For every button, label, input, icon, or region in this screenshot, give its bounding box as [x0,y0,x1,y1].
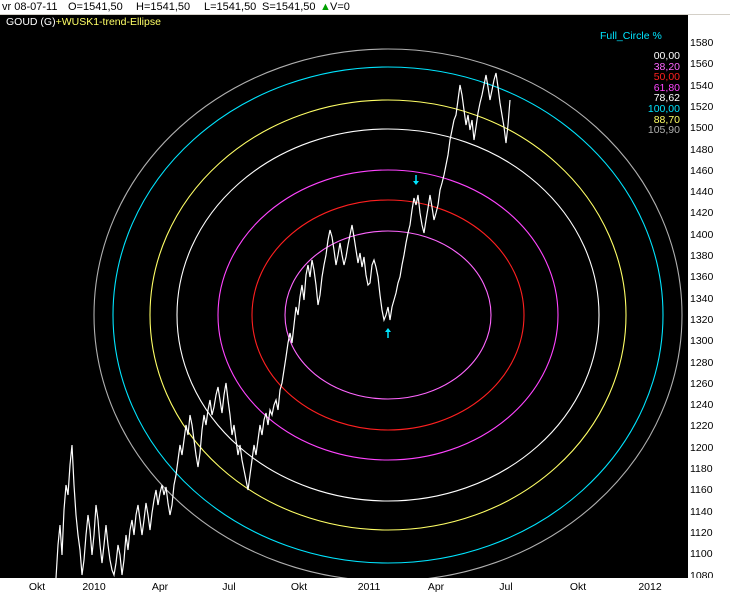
quote-bar: vr 08-07-11 O=1541,50 H=1541,50 L=1541,5… [0,0,730,14]
quote-open: O=1541,50 [68,1,123,13]
y-tick-label: 1520 [683,100,714,113]
y-tick-label: 1200 [683,441,714,454]
chart-title: GOUD (G)+WUSK1-trend-Ellipse [6,16,161,28]
ring-legend: Full_Circle % 00,00 38,20 50,00 61,80 78,62 1… [600,30,680,136]
quote-date: vr 08-07-11 [2,1,58,13]
time-axis[interactable]: Okt 2010 Apr Jul Okt 2011 Apr Jul Okt 2012 [0,578,730,598]
quote-low: L=1541,50 [204,1,257,13]
legend-item: 105,90 [647,124,680,137]
legend-item: 78,62 [653,92,680,105]
quote-close: S=1541,50 [262,1,316,13]
x-tick-label: Okt [569,581,587,593]
price-axis[interactable]: 1580 1560 1540 1520 1500 1480 1460 1440 1420 1400… [683,15,730,582]
x-tick-label: Okt [290,581,308,593]
price-chart[interactable] [0,15,688,578]
y-tick-label: 1540 [683,79,714,92]
x-tick-label: 2010 [82,581,106,593]
y-tick-label: 1100 [684,548,713,561]
ring-88-70 [149,99,627,531]
y-tick-label: 1400 [683,228,714,241]
y-tick-label: 1160 [684,484,713,497]
legend-item: 61,80 [653,81,680,94]
legend-title: Full_Circle % [600,30,662,42]
ring-50-00 [251,199,525,431]
quote-high: H=1541,50 [136,1,191,13]
ring-78-62 [176,128,600,502]
x-tick-label: 2012 [638,581,662,593]
chart-area[interactable]: GOUD (G)+WUSK1-trend-Ellipse Full_Circle… [0,15,688,578]
instrument-name: GOUD (G) [6,16,56,28]
ring-100-00 [112,66,664,564]
up-triangle-icon: ▲ [320,1,331,13]
y-tick-label: 1580 [683,37,714,49]
y-tick-label: 1220 [683,420,714,433]
y-tick-label: 1420 [683,207,714,220]
y-tick-label: 1360 [683,271,714,284]
legend-item: 00,00 [653,50,680,62]
x-tick-label: Apr [151,581,169,593]
y-tick-label: 1140 [684,505,713,518]
legend-item: 50,00 [653,71,680,84]
legend-item: 88,70 [653,113,680,126]
y-tick-label: 1320 [683,313,714,326]
legend-item: 38,20 [653,60,680,73]
ring-105-90 [93,48,683,578]
legend-item: 100,00 [647,102,680,115]
y-tick-label: 1440 [683,186,714,199]
y-tick-label: 1180 [684,463,713,475]
y-tick-label: 1500 [683,122,714,135]
ring-61-80 [217,169,559,461]
indicator-name: +WUSK1-trend-Ellipse [55,16,161,28]
y-tick-label: 1280 [683,356,714,369]
x-tick-label: 2011 [357,581,381,593]
up-arrow-icon [385,328,391,338]
y-tick-label: 1300 [683,335,714,348]
quote-volume: V=0 [330,1,350,13]
x-tick-label: Jul [222,581,236,593]
y-tick-label: 1380 [683,250,714,262]
y-tick-label: 1120 [684,526,713,539]
y-tick-label: 1560 [683,58,714,71]
y-tick-label: 1460 [683,164,714,177]
ring-38-20 [284,230,492,400]
y-tick-label: 1260 [683,377,714,390]
y-tick-label: 1240 [683,399,714,412]
y-tick-label: 1480 [683,143,714,156]
price-line [55,72,511,578]
x-tick-label: Okt [28,581,46,593]
y-tick-label: 1340 [683,292,714,305]
x-tick-label: Apr [427,581,445,593]
down-arrow-icon [413,175,419,185]
x-tick-label: Jul [499,581,513,593]
